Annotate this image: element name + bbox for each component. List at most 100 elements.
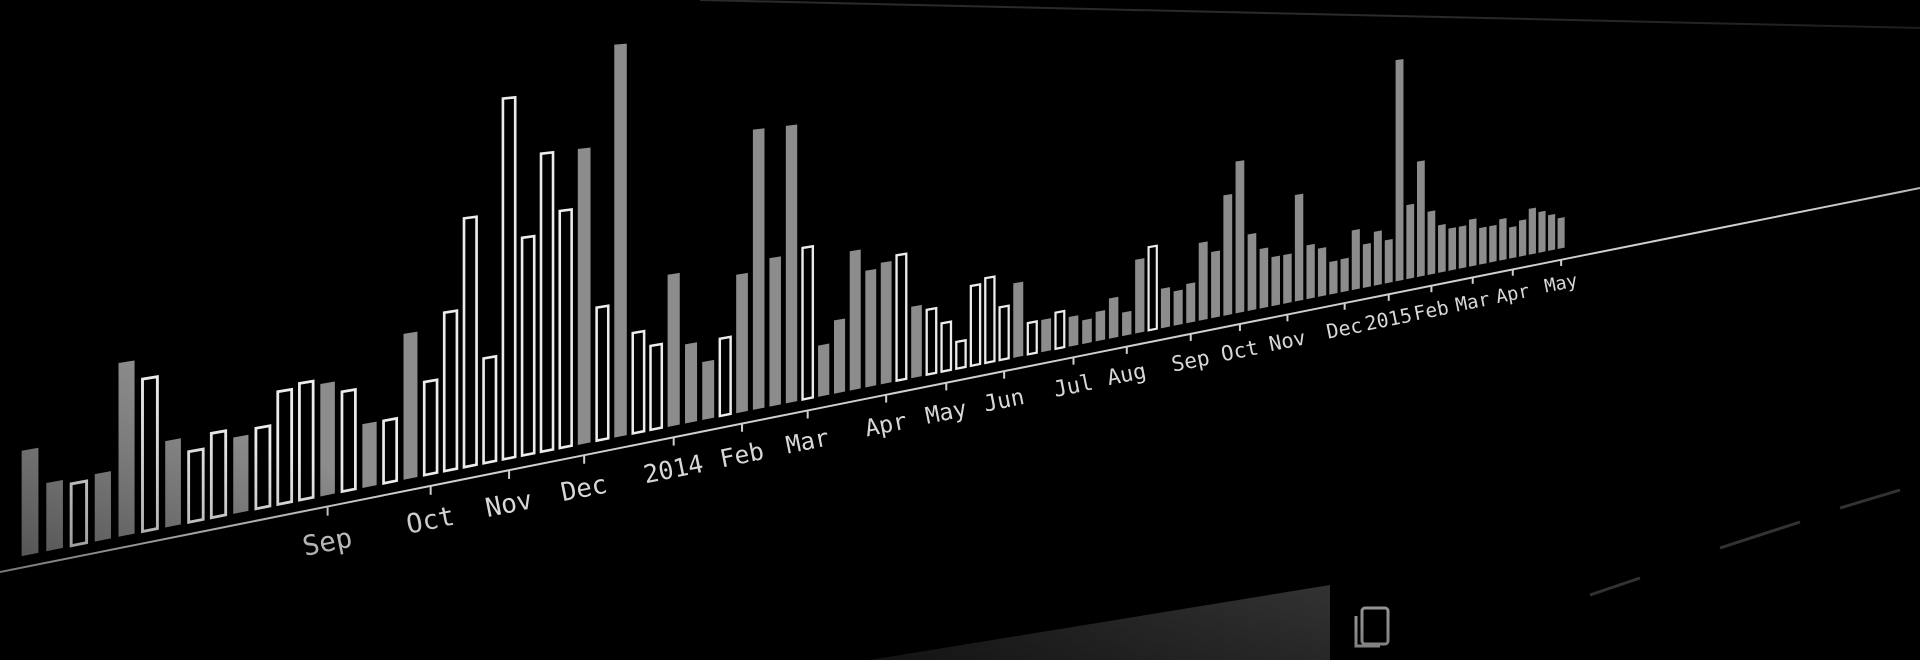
bar — [1122, 310, 1132, 337]
bar — [849, 249, 861, 391]
bar — [1068, 315, 1079, 347]
bar — [969, 283, 982, 368]
bar — [462, 215, 478, 469]
bar — [1416, 160, 1425, 278]
bar — [340, 387, 357, 494]
bar — [403, 331, 418, 480]
bar — [1026, 320, 1038, 356]
bar — [925, 306, 938, 377]
bar — [141, 374, 159, 534]
bar — [482, 354, 498, 465]
bar — [895, 252, 908, 383]
bar — [702, 359, 715, 421]
bar — [1329, 260, 1338, 295]
bar — [1468, 218, 1477, 267]
bar — [1108, 296, 1119, 339]
bar — [1294, 193, 1304, 302]
bar — [1317, 247, 1327, 297]
bar — [1373, 230, 1382, 286]
bar — [1351, 229, 1360, 291]
bar — [801, 244, 815, 401]
bar — [276, 387, 294, 507]
bar — [1479, 226, 1487, 265]
bar — [1509, 226, 1517, 259]
bar — [1095, 310, 1106, 342]
bar — [685, 342, 698, 424]
bar — [1548, 213, 1556, 251]
bar — [21, 447, 39, 557]
bar — [165, 438, 181, 528]
bar — [1528, 207, 1536, 255]
bar — [955, 338, 967, 371]
bar — [1247, 233, 1257, 311]
bar — [1406, 203, 1415, 280]
bar — [520, 234, 536, 458]
bar — [1271, 255, 1280, 307]
bar — [1362, 242, 1371, 288]
bar — [1223, 194, 1233, 316]
bar — [631, 329, 646, 435]
bar — [1427, 210, 1436, 276]
bar — [785, 124, 798, 404]
bar — [1173, 289, 1183, 326]
bar — [46, 479, 63, 552]
bar — [865, 269, 877, 388]
bar — [1147, 244, 1158, 332]
bar — [1283, 253, 1292, 304]
bar — [718, 335, 732, 418]
bar — [254, 424, 272, 511]
bar — [1448, 227, 1457, 271]
bar — [1557, 217, 1565, 249]
bar — [1489, 224, 1497, 263]
bar — [1235, 160, 1245, 314]
bar — [442, 309, 459, 473]
bar — [1198, 241, 1208, 321]
bar — [667, 272, 680, 427]
bar — [1518, 219, 1527, 257]
bar — [1499, 217, 1507, 261]
bar — [362, 421, 377, 489]
bar — [649, 342, 664, 432]
bar — [1306, 243, 1315, 300]
bar — [833, 318, 846, 394]
bar — [769, 256, 781, 407]
bar — [382, 416, 399, 485]
bar — [984, 275, 996, 365]
bar — [1160, 287, 1171, 329]
bar — [595, 304, 610, 443]
bar — [558, 207, 573, 450]
bar — [233, 434, 249, 514]
bar — [1041, 318, 1052, 353]
bar — [1438, 224, 1446, 273]
bar — [187, 447, 205, 525]
bar — [501, 95, 517, 462]
bar — [422, 378, 439, 477]
bar — [1082, 318, 1092, 345]
bar — [911, 304, 922, 379]
bar — [1013, 281, 1024, 358]
bar — [94, 471, 111, 542]
bar — [539, 150, 555, 454]
bar — [818, 343, 830, 397]
bar — [1458, 225, 1467, 269]
bar — [209, 429, 228, 520]
bar — [1054, 309, 1066, 351]
bar — [752, 128, 765, 410]
bar — [736, 272, 748, 414]
bar — [320, 381, 335, 497]
bar — [1186, 282, 1196, 324]
bar — [1259, 247, 1269, 309]
bar — [1211, 250, 1220, 319]
bar — [1135, 258, 1145, 334]
bar — [1538, 210, 1546, 253]
bar — [940, 320, 953, 374]
bar — [577, 147, 591, 445]
bar — [69, 479, 89, 548]
bar — [1340, 257, 1349, 293]
bar — [1384, 238, 1393, 284]
bar — [118, 360, 135, 537]
bar — [298, 379, 315, 502]
bar — [614, 43, 627, 438]
